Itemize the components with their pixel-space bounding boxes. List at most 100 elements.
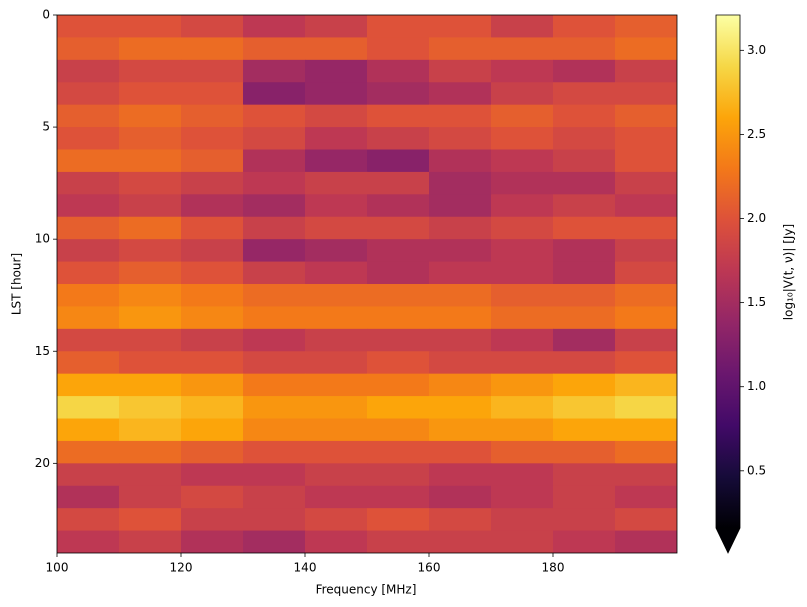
heatmap-cell xyxy=(615,418,677,442)
heatmap-cell xyxy=(243,15,306,38)
heatmap-cell xyxy=(57,284,120,307)
heatmap-cell xyxy=(305,216,368,240)
heatmap-cell xyxy=(615,261,677,285)
heatmap-cell xyxy=(615,37,677,61)
heatmap-cell xyxy=(57,82,120,106)
heatmap-cell xyxy=(305,463,368,487)
heatmap-cell xyxy=(429,463,492,487)
heatmap-cell xyxy=(243,216,306,240)
heatmap-cell xyxy=(119,396,182,419)
heatmap-cell xyxy=(181,216,244,240)
heatmap-cell xyxy=(243,440,306,464)
heatmap-cell xyxy=(491,508,554,532)
heatmap-cell xyxy=(491,328,554,352)
colorbar xyxy=(716,15,740,528)
heatmap-cell xyxy=(243,194,306,218)
heatmap-cell xyxy=(243,328,306,352)
heatmap-cell xyxy=(491,373,554,397)
x-axis-label: Frequency [MHz] xyxy=(316,583,417,597)
heatmap-cell xyxy=(181,82,244,106)
heatmap-cell xyxy=(429,15,492,38)
heatmap-cell xyxy=(429,82,492,106)
heatmap-cell xyxy=(243,508,306,532)
heatmap-cell xyxy=(429,306,492,330)
heatmap-cell xyxy=(491,306,554,330)
heatmap-cell xyxy=(57,239,120,263)
heatmap-cell xyxy=(243,82,306,106)
heatmap-cell xyxy=(57,396,120,419)
x-tick-label: 180 xyxy=(542,561,565,575)
heatmap-cell xyxy=(119,216,182,240)
heatmap-cell xyxy=(57,351,120,375)
heatmap-cell xyxy=(367,351,430,375)
heatmap-cell xyxy=(429,440,492,464)
heatmap-cell xyxy=(615,373,677,397)
heatmap-cell xyxy=(553,418,616,442)
heatmap-cell xyxy=(367,261,430,285)
y-tick-label: 15 xyxy=(35,344,50,358)
heatmap-cell xyxy=(243,149,306,173)
heatmap-cell xyxy=(243,104,306,128)
heatmap-cell xyxy=(367,463,430,487)
heatmap-cell xyxy=(367,171,430,195)
heatmap-cell xyxy=(367,530,430,553)
heatmap-cell xyxy=(57,37,120,61)
colorbar-tick-label: 1.0 xyxy=(747,379,766,393)
heatmap-cell xyxy=(367,149,430,173)
heatmap-cell xyxy=(615,194,677,218)
heatmap-cell xyxy=(429,373,492,397)
colorbar-tick-label: 2.5 xyxy=(747,127,766,141)
heatmap-cell xyxy=(491,239,554,263)
heatmap-cell xyxy=(553,396,616,419)
heatmap-cell xyxy=(367,284,430,307)
heatmap-cell xyxy=(119,171,182,195)
heatmap-cell xyxy=(181,508,244,532)
heatmap-cell xyxy=(367,508,430,532)
y-tick-label: 0 xyxy=(42,8,50,22)
heatmap-cell xyxy=(243,239,306,263)
heatmap-cell xyxy=(119,37,182,61)
heatmap-cell xyxy=(181,373,244,397)
heatmap-cell xyxy=(305,485,368,509)
heatmap-cell xyxy=(57,328,120,352)
heatmap-cell xyxy=(57,530,120,553)
heatmap-cell xyxy=(491,261,554,285)
heatmap-cell xyxy=(615,351,677,375)
heatmap-cell xyxy=(367,82,430,106)
heatmap-cell xyxy=(119,418,182,442)
heatmap-cell xyxy=(305,239,368,263)
heatmap-cell xyxy=(305,59,368,83)
heatmap-cell xyxy=(119,440,182,464)
heatmap-cell xyxy=(119,463,182,487)
heatmap-cell xyxy=(367,396,430,419)
heatmap xyxy=(57,15,677,553)
heatmap-cell xyxy=(429,284,492,307)
heatmap-cell xyxy=(57,171,120,195)
heatmap-cell xyxy=(57,508,120,532)
heatmap-cell xyxy=(615,328,677,352)
heatmap-cell xyxy=(429,508,492,532)
heatmap-cell xyxy=(57,104,120,128)
heatmap-cell xyxy=(57,15,120,38)
heatmap-cell xyxy=(243,171,306,195)
heatmap-cell xyxy=(491,37,554,61)
heatmap-cell xyxy=(181,485,244,509)
heatmap-cell xyxy=(491,440,554,464)
heatmap-cell xyxy=(553,15,616,38)
heatmap-cell xyxy=(553,239,616,263)
heatmap-cell xyxy=(119,284,182,307)
heatmap-cell xyxy=(367,194,430,218)
heatmap-cell xyxy=(305,418,368,442)
colorbar-tick-label: 0.5 xyxy=(747,463,766,477)
heatmap-cell xyxy=(305,104,368,128)
heatmap-cell xyxy=(181,127,244,150)
heatmap-cell xyxy=(243,351,306,375)
heatmap-cell xyxy=(429,59,492,83)
heatmap-cell xyxy=(119,127,182,150)
heatmap-cell xyxy=(615,508,677,532)
heatmap-cell xyxy=(615,485,677,509)
heatmap-cell xyxy=(305,508,368,532)
heatmap-cell xyxy=(615,127,677,150)
heatmap-cell xyxy=(243,37,306,61)
heatmap-cell xyxy=(491,82,554,106)
